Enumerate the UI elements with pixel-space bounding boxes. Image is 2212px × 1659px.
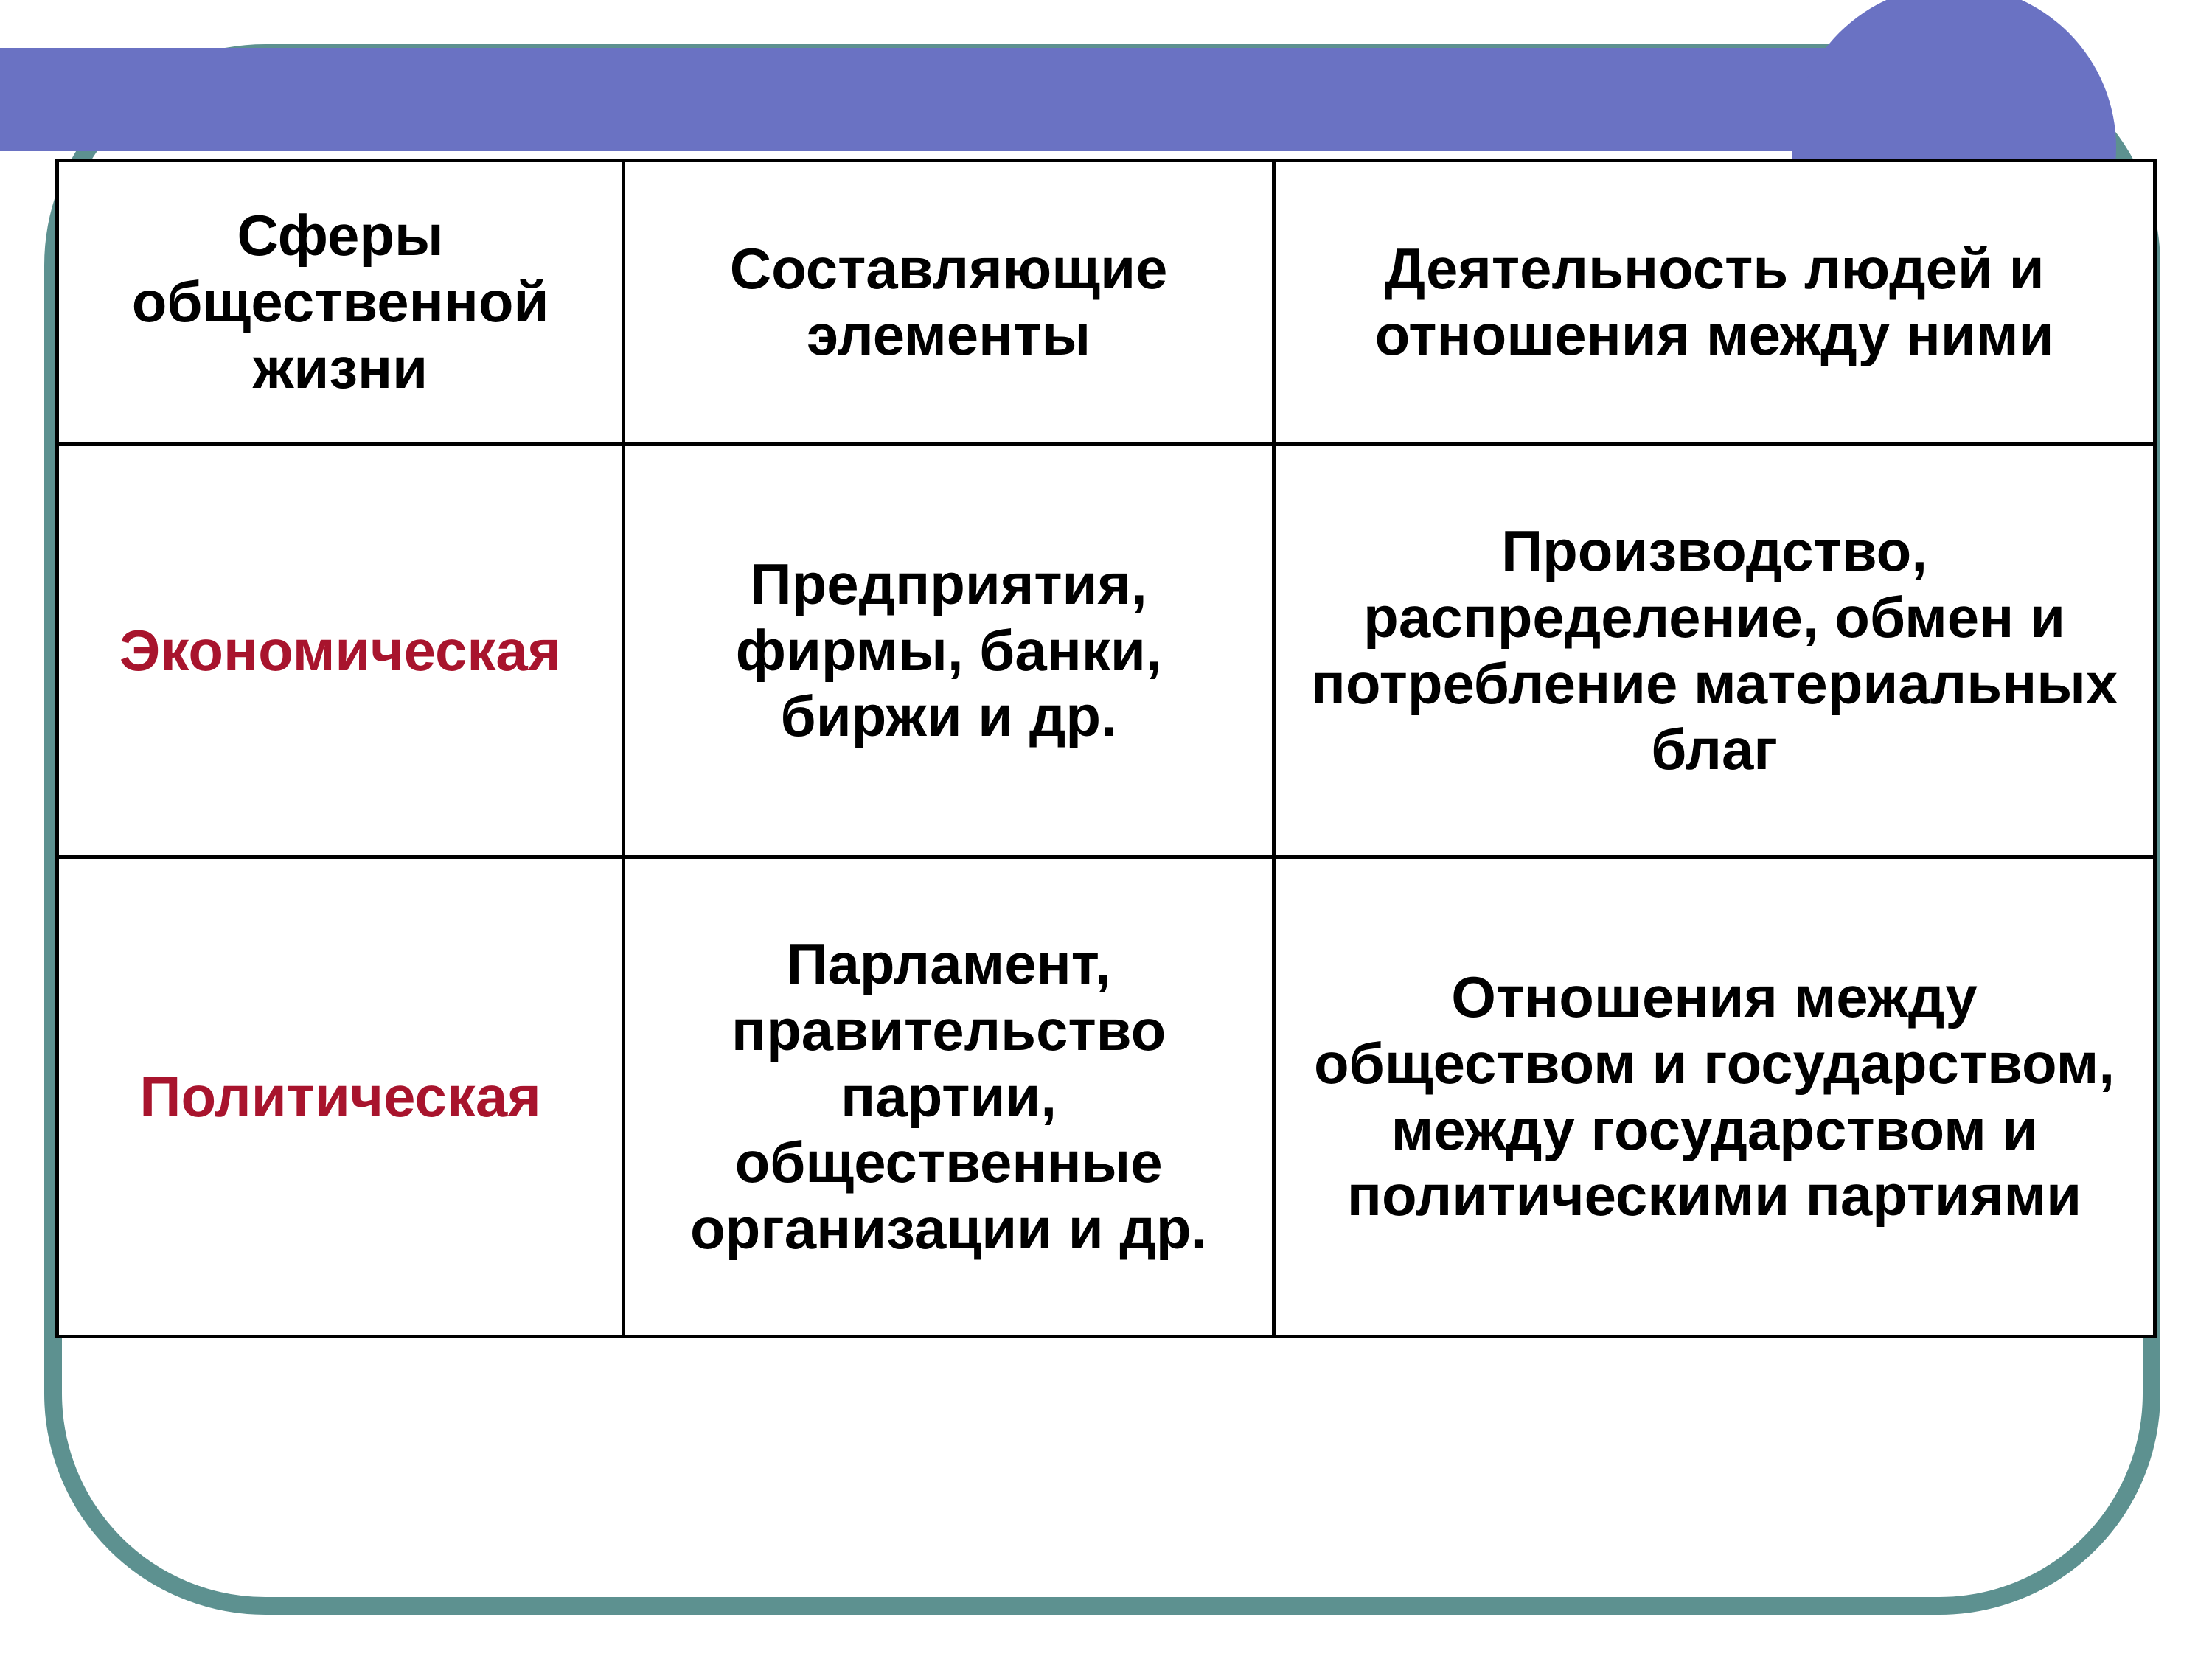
content-table-container: Сферы общественной жизни Составляющие эл… [55,159,2157,1338]
header-spheres: Сферы общественной жизни [58,161,624,445]
cell-economic-elements: Предприятия, фирмы, банки, биржи и др. [624,445,1274,858]
header-activity: Деятельность людей и отношения между ним… [1274,161,2155,445]
top-accent-bar [0,48,1954,151]
table-row: Политическая Парламент, правительство па… [58,858,2155,1337]
row-label-political: Политическая [139,1064,540,1129]
header-elements: Составляющие элементы [624,161,1274,445]
cell-economic-activity: Производство, распределение, обмен и пот… [1274,445,2155,858]
spheres-table: Сферы общественной жизни Составляющие эл… [55,159,2157,1338]
cell-political-elements: Парламент, правительство партии, обществ… [624,858,1274,1337]
cell-political-activity: Отношения между обществом и государством… [1274,858,2155,1337]
table-header-row: Сферы общественной жизни Составляющие эл… [58,161,2155,445]
row-label-economic: Экономическая [119,618,561,683]
table-row: Экономическая Предприятия, фирмы, банки,… [58,445,2155,858]
